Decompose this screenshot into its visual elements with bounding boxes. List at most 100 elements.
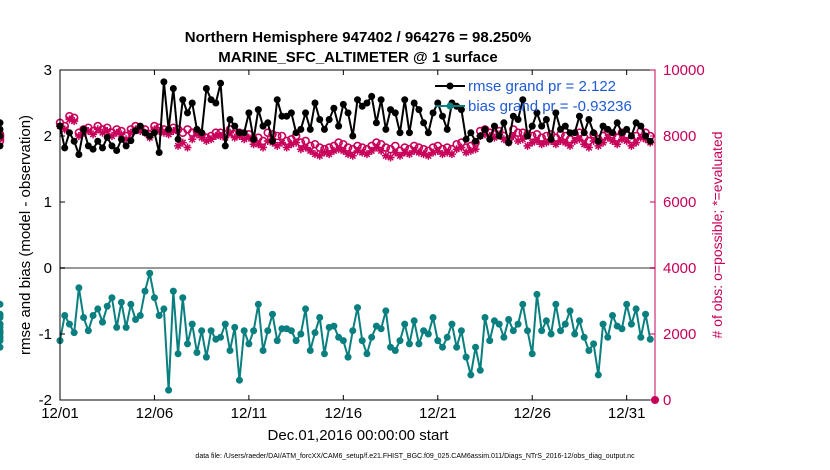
- bias-point: [0, 300, 4, 308]
- rmse-point: [443, 125, 451, 133]
- rmse-point: [150, 129, 158, 137]
- bias-point: [599, 320, 607, 328]
- bias-point: [467, 371, 475, 379]
- obs-evaluated-point: [632, 138, 641, 147]
- bias-point: [457, 327, 465, 335]
- bias-point: [391, 347, 399, 354]
- rmse-point: [528, 122, 536, 130]
- obs-evaluated-point: [608, 136, 617, 145]
- bias-point: [269, 310, 276, 318]
- obs-evaluated-point: [155, 127, 164, 136]
- obs-evaluated-point: [344, 150, 353, 159]
- obs-evaluated-point: [339, 146, 348, 155]
- bias-point: [122, 323, 130, 331]
- bias-point: [61, 312, 69, 320]
- obs-evaluated-point: [514, 136, 523, 145]
- rmse-point: [533, 109, 541, 117]
- y2-tick-label: 2000: [663, 326, 696, 343]
- obs-evaluated-point: [74, 132, 83, 140]
- bias-point: [415, 340, 423, 348]
- y-axis-label: rmse and bias (model - observation): [17, 115, 34, 355]
- bias-point: [472, 343, 480, 351]
- bias-point: [198, 327, 206, 335]
- bias-point: [637, 333, 645, 341]
- footnote: data file: /Users/raeder/DAI/ATM_forcXX/…: [195, 453, 635, 460]
- rmse-point: [155, 149, 163, 156]
- bias-point: [481, 314, 489, 321]
- rmse-point: [169, 84, 177, 92]
- bias-point: [184, 340, 191, 348]
- rmse-point: [61, 144, 69, 152]
- rmse-point: [0, 119, 4, 127]
- obs-evaluated-point: [325, 150, 334, 159]
- bias-point: [254, 300, 262, 308]
- rmse-point: [585, 116, 593, 123]
- obs-evaluated-point: [358, 148, 367, 157]
- obs-evaluated-point: [126, 128, 135, 137]
- rmse-point: [519, 96, 527, 104]
- rmse-point: [349, 132, 357, 140]
- y-tick-label: 2: [44, 128, 52, 145]
- obs-evaluated-point: [159, 128, 168, 137]
- rmse-point: [472, 137, 480, 145]
- obs-possible-point: [0, 133, 5, 142]
- rmse-point: [306, 125, 314, 133]
- obs-evaluated-point: [433, 146, 442, 155]
- bias-point: [80, 314, 88, 321]
- obs-evaluated-point: [362, 150, 371, 159]
- obs-evaluated-point: [537, 140, 546, 149]
- obs-evaluated-point: [509, 132, 518, 140]
- obs-evaluated-point: [282, 143, 291, 152]
- obs-evaluated-point: [296, 145, 305, 154]
- rmse-point: [136, 122, 144, 130]
- obs-evaluated-point: [447, 150, 456, 159]
- obs-evaluated-point: [117, 130, 126, 139]
- obs-evaluated-point: [523, 141, 532, 150]
- bias-point: [160, 305, 168, 313]
- rmse-point: [410, 99, 418, 107]
- rmse-point: [514, 116, 522, 123]
- obs-possible-point: [513, 128, 523, 137]
- obs-evaluated-point: [405, 150, 414, 159]
- bias-point: [354, 304, 361, 312]
- y2-tick-label: 4000: [663, 260, 696, 277]
- bias-point: [0, 320, 4, 328]
- obs-evaluated-point: [551, 140, 560, 149]
- obs-evaluated-point: [107, 132, 116, 140]
- x-axis-ticks: 12/01 12/06 12/11 12/16 12/21 12/26 12/31: [41, 70, 645, 422]
- bias-point: [316, 314, 324, 321]
- obs-evaluated-point: [367, 146, 376, 155]
- obs-evaluated-point: [320, 148, 329, 157]
- bias-point: [264, 327, 272, 335]
- y-tick-label: 3: [44, 62, 52, 79]
- rmse-point: [368, 92, 376, 100]
- obs-evaluated-point: [70, 117, 79, 126]
- rmse-point: [646, 137, 654, 145]
- bias-point: [571, 330, 579, 338]
- rmse-point: [202, 84, 210, 92]
- rmse-point: [429, 109, 437, 117]
- bias-point: [320, 350, 328, 358]
- bias-point: [632, 305, 640, 313]
- bias-point: [217, 333, 225, 341]
- obs-evaluated-point: [192, 130, 201, 139]
- bias-point: [424, 330, 432, 338]
- bias-point: [646, 335, 654, 343]
- obs-evaluated-point: [518, 135, 527, 144]
- rmse-point: [0, 125, 4, 133]
- bias-point: [368, 333, 376, 341]
- rmse-point: [580, 129, 588, 137]
- bias-point: [287, 327, 295, 335]
- bias-point: [429, 314, 437, 321]
- rmse-point: [108, 142, 116, 150]
- obs-evaluated-point: [575, 135, 584, 144]
- rmse-point: [490, 122, 498, 130]
- obs-evaluated-point: [216, 132, 225, 140]
- rmse-point: [198, 129, 206, 137]
- x-axis-label: Dec.01,2016 00:00:00 start: [268, 427, 450, 444]
- obs-evaluated-point: [329, 146, 338, 155]
- bias-point: [165, 386, 173, 394]
- obs-possible-point: [0, 136, 5, 146]
- obs-evaluated-point: [60, 125, 69, 134]
